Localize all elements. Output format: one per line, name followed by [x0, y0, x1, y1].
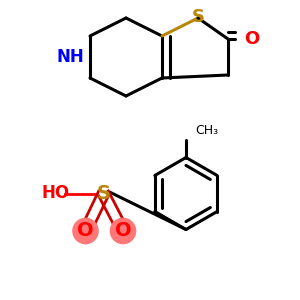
Text: S: S — [191, 8, 205, 26]
Circle shape — [73, 218, 98, 244]
Text: CH₃: CH₃ — [195, 124, 218, 136]
Text: NH: NH — [57, 48, 84, 66]
Text: O: O — [244, 30, 260, 48]
Text: O: O — [115, 221, 131, 241]
Text: S: S — [97, 184, 110, 203]
Text: HO: HO — [41, 184, 70, 202]
Circle shape — [110, 218, 136, 244]
Text: O: O — [77, 221, 94, 241]
